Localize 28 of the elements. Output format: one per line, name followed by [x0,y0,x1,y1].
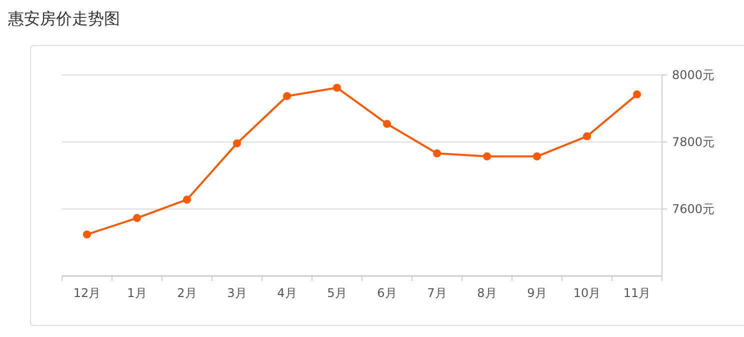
x-tick-label: 4月 [277,286,297,300]
point [533,152,541,160]
point [433,149,441,158]
y-tick-label: 7600元 [672,202,715,216]
x-tick-label: 11月 [623,286,651,300]
chart-title: 惠安房价走势图 [7,9,120,28]
x-tick-label: 7月 [427,286,447,300]
x-tick-label: 6月 [377,286,397,300]
point [83,230,91,238]
point [633,90,641,98]
point [483,152,491,160]
y-tick-label: 8000元 [672,68,715,82]
x-tick-label: 1月 [127,286,147,300]
x-tick-label: 10月 [573,286,601,300]
y-tick-label: 7800元 [672,135,715,149]
point [583,132,591,140]
x-tick-label: 12月 [73,286,101,300]
point [183,196,191,204]
point [383,120,391,128]
x-tick-label: 3月 [227,286,247,300]
x-tick-label: 2月 [177,286,197,300]
point [333,84,341,92]
point [133,214,141,222]
point [283,92,291,100]
x-tick-label: 5月 [327,286,347,300]
x-tick-label: 8月 [477,286,497,300]
point [233,139,241,148]
x-tick-label: 9月 [527,286,547,300]
